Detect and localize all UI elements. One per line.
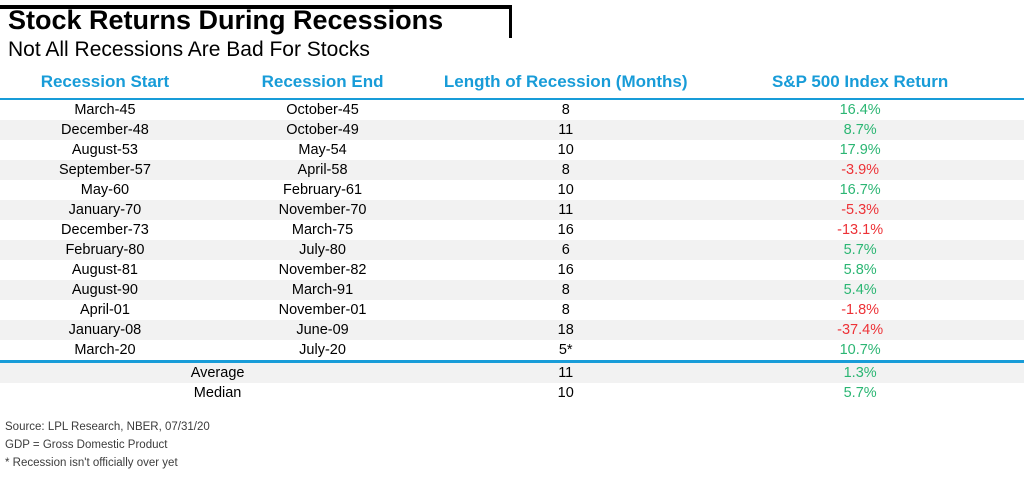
recession-end-cell: October-45 bbox=[286, 102, 359, 118]
table-row: August-53 May-54 10 17.9% bbox=[0, 140, 1024, 160]
sp500-return-cell: -37.4% bbox=[837, 322, 884, 338]
gdp-note: GDP = Gross Domestic Product bbox=[5, 439, 168, 451]
sp500-return-cell: 5.8% bbox=[843, 262, 877, 278]
recession-end-cell: October-49 bbox=[286, 122, 359, 138]
page-subtitle: Not All Recessions Are Bad For Stocks bbox=[8, 38, 370, 61]
recession-end-cell: March-91 bbox=[291, 282, 354, 298]
title-end-rule bbox=[509, 5, 512, 38]
length-cell: 8 bbox=[561, 102, 570, 118]
length-cell: 10 bbox=[557, 142, 574, 158]
length-cell: 16 bbox=[557, 222, 574, 238]
length-cell: 10 bbox=[557, 385, 574, 401]
table-row: January-08 June-09 18 -37.4% bbox=[0, 320, 1024, 340]
length-cell: 8 bbox=[561, 302, 570, 318]
recession-end-cell: November-01 bbox=[278, 302, 367, 318]
recession-start-cell: January-70 bbox=[68, 202, 142, 218]
sp500-return-cell: 5.7% bbox=[843, 385, 877, 401]
recession-start-cell: August-81 bbox=[71, 262, 138, 278]
sp500-return-cell: 1.3% bbox=[843, 365, 877, 381]
length-cell: 6 bbox=[561, 242, 570, 258]
table-row: April-01 November-01 8 -1.8% bbox=[0, 300, 1024, 320]
sp500-return-cell: -13.1% bbox=[837, 222, 884, 238]
length-cell: 8 bbox=[561, 162, 570, 178]
table-row: December-73 March-75 16 -13.1% bbox=[0, 220, 1024, 240]
asterisk-note: * Recession isn't officially over yet bbox=[5, 457, 178, 469]
table-row: August-81 November-82 16 5.8% bbox=[0, 260, 1024, 280]
table-row: March-45 October-45 8 16.4% bbox=[0, 99, 1024, 120]
recession-end-cell: November-70 bbox=[278, 202, 367, 218]
length-cell: 11 bbox=[558, 202, 574, 218]
recession-start-cell: March-20 bbox=[74, 342, 136, 358]
length-cell: 5* bbox=[558, 342, 573, 358]
summary-row: Average 11 1.3% bbox=[0, 361, 1024, 383]
length-cell: 11 bbox=[558, 365, 574, 381]
summary-label-cell: Average bbox=[190, 365, 245, 381]
length-cell: 11 bbox=[558, 122, 574, 138]
table-header: Recession Start Recession End Length of … bbox=[0, 70, 1024, 100]
length-cell: 10 bbox=[557, 182, 574, 198]
length-cell: 16 bbox=[557, 262, 574, 278]
column-header-recession-start: Recession Start bbox=[0, 70, 210, 100]
recession-start-cell: December-73 bbox=[61, 222, 149, 238]
sp500-return-cell: -5.3% bbox=[841, 202, 880, 218]
recessions-table: Recession Start Recession End Length of … bbox=[0, 70, 1024, 403]
sp500-return-cell: 16.7% bbox=[839, 182, 881, 198]
recession-start-cell: September-57 bbox=[59, 162, 151, 178]
sp500-return-cell: -1.8% bbox=[841, 302, 880, 318]
recession-start-cell: December-48 bbox=[61, 122, 149, 138]
table-row: February-80 July-80 6 5.7% bbox=[0, 240, 1024, 260]
recession-start-cell: April-01 bbox=[79, 302, 130, 318]
source-note: Source: LPL Research, NBER, 07/31/20 bbox=[5, 421, 210, 433]
footnotes: Source: LPL Research, NBER, 07/31/20 GDP… bbox=[5, 418, 1024, 472]
recession-end-cell: April-58 bbox=[297, 162, 348, 178]
table-row: March-20 July-20 5* 10.7% bbox=[0, 340, 1024, 362]
recession-end-cell: March-75 bbox=[291, 222, 354, 238]
recession-end-cell: November-82 bbox=[278, 262, 367, 278]
sp500-return-cell: 5.4% bbox=[843, 282, 877, 298]
summary-label-cell: Median bbox=[193, 385, 242, 401]
column-header-length: Length of Recession (Months) bbox=[435, 70, 697, 100]
recession-start-cell: May-60 bbox=[80, 182, 130, 198]
recession-start-cell: August-53 bbox=[71, 142, 138, 158]
recession-start-cell: March-45 bbox=[74, 102, 136, 118]
table-row: January-70 November-70 11 -5.3% bbox=[0, 200, 1024, 220]
title-top-rule bbox=[0, 5, 512, 9]
recession-end-cell: July-80 bbox=[299, 242, 346, 258]
table-row: August-90 March-91 8 5.4% bbox=[0, 280, 1024, 300]
recession-start-cell: February-80 bbox=[65, 242, 145, 258]
recession-end-cell: July-20 bbox=[299, 342, 346, 358]
recession-start-cell: August-90 bbox=[71, 282, 138, 298]
column-header-recession-end: Recession End bbox=[209, 70, 436, 100]
sp500-return-cell: 10.7% bbox=[839, 342, 881, 358]
recession-end-cell: June-09 bbox=[296, 322, 349, 338]
table-body: March-45 October-45 8 16.4% December-48 Octob… bbox=[0, 99, 1024, 362]
table-row: September-57 April-58 8 -3.9% bbox=[0, 160, 1024, 180]
recession-end-cell: February-61 bbox=[283, 182, 363, 198]
length-cell: 8 bbox=[561, 282, 570, 298]
sp500-return-cell: 16.4% bbox=[839, 102, 881, 118]
summary-row: Median 10 5.7% bbox=[0, 383, 1024, 403]
table-row: December-48 October-49 11 8.7% bbox=[0, 120, 1024, 140]
recession-start-cell: January-08 bbox=[68, 322, 142, 338]
sp500-return-cell: 17.9% bbox=[839, 142, 881, 158]
sp500-return-cell: 8.7% bbox=[843, 122, 877, 138]
column-header-sp500-return: S&P 500 Index Return bbox=[696, 70, 1024, 100]
table-summary: Average 11 1.3% Median 10 5.7% bbox=[0, 361, 1024, 404]
sp500-return-cell: -3.9% bbox=[841, 162, 880, 178]
recession-end-cell: May-54 bbox=[298, 142, 347, 158]
sp500-return-cell: 5.7% bbox=[843, 242, 877, 258]
table-row: May-60 February-61 10 16.7% bbox=[0, 180, 1024, 200]
length-cell: 18 bbox=[557, 322, 574, 338]
page-title: Stock Returns During Recessions bbox=[8, 5, 444, 35]
